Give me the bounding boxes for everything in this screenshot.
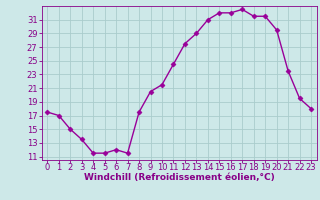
X-axis label: Windchill (Refroidissement éolien,°C): Windchill (Refroidissement éolien,°C) <box>84 173 275 182</box>
